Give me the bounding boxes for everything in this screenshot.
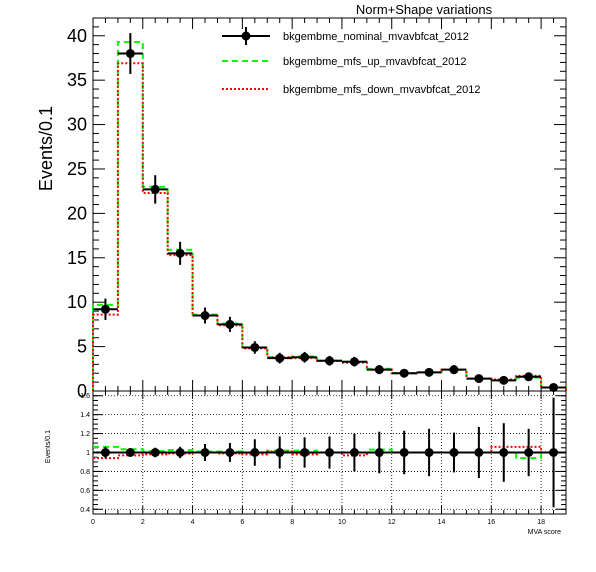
nominal-point bbox=[175, 248, 185, 258]
ratio-nominal-point bbox=[325, 448, 334, 457]
nominal-point bbox=[225, 319, 235, 329]
nominal-point bbox=[150, 184, 160, 194]
ratio-x-tick-label: 18 bbox=[537, 519, 545, 526]
ratio-nominal-point bbox=[374, 448, 384, 457]
nominal-point bbox=[449, 365, 459, 375]
ratio-series-group bbox=[93, 397, 566, 508]
ratio-nominal-point bbox=[349, 448, 359, 457]
main-y-tick-label: 35 bbox=[67, 70, 87, 90]
ratio-y-tick-label: 0.4 bbox=[80, 507, 90, 514]
ratio-x-tick-label: 16 bbox=[487, 519, 495, 526]
ratio-nominal-point bbox=[200, 448, 210, 457]
main-y-tick-label: 10 bbox=[67, 292, 87, 312]
nominal-point bbox=[100, 304, 110, 314]
nominal-point bbox=[399, 368, 409, 378]
ratio-nominal-point bbox=[474, 448, 484, 457]
ratio-x-tick-label: 2 bbox=[141, 519, 145, 526]
legend: bkgembme_nominal_mvavbfcat_2012 bkgembme… bbox=[222, 27, 481, 96]
legend-nominal-label: bkgembme_nominal_mvavbfcat_2012 bbox=[283, 31, 469, 43]
legend-up-label: bkgembme_mfs_up_mvavbfcat_2012 bbox=[283, 56, 466, 68]
ratio-x-tick-label: 8 bbox=[290, 519, 294, 526]
legend-entry-nominal: bkgembme_nominal_mvavbfcat_2012 bbox=[222, 27, 469, 45]
main-y-tick-label: 40 bbox=[67, 26, 87, 46]
main-panel: Norm+Shape variations Events/0.1 0 5 10 15 2… bbox=[36, 2, 567, 401]
main-y-tick-label: 15 bbox=[67, 248, 87, 268]
ratio-y-tick-label: 1 bbox=[86, 450, 90, 457]
nominal-point bbox=[275, 353, 285, 363]
ratio-x-tick-label: 0 bbox=[91, 519, 95, 526]
x-axis-label: MVA score bbox=[528, 529, 561, 536]
ratio-nominal-point bbox=[300, 448, 310, 457]
nominal-point bbox=[200, 311, 210, 321]
ratio-y-tick-label: 1.2 bbox=[80, 431, 90, 438]
ratio-nominal-point bbox=[175, 448, 185, 457]
ratio-x-tick-label: 6 bbox=[240, 519, 244, 526]
main-y-tick-label: 25 bbox=[67, 159, 87, 179]
legend-down-label: bkgembme_mfs_down_mvavbfcat_2012 bbox=[283, 84, 481, 96]
nominal-point bbox=[499, 375, 509, 385]
ratio-y-tick-label: 0.8 bbox=[80, 469, 90, 476]
main-x-axis-ticks bbox=[92, 18, 567, 391]
ratio-nominal-point bbox=[275, 448, 285, 457]
ratio-y-tick-label: 0.6 bbox=[80, 488, 90, 495]
nominal-point bbox=[300, 352, 310, 362]
ratio-y-tick-label: 1.6 bbox=[80, 393, 90, 400]
ratio-nominal-point bbox=[250, 448, 260, 457]
nominal-point bbox=[349, 357, 359, 367]
ratio-nominal-point bbox=[549, 448, 559, 457]
ratio-x-tick-label: 12 bbox=[388, 519, 396, 526]
nominal-point bbox=[524, 372, 534, 382]
main-series-group bbox=[92, 33, 567, 392]
ratio-panel: 0.4 0.6 0.8 1 1.2 1.4 1.6 0 2 4 6 8 10 12 14 16 18 Even… bbox=[45, 390, 567, 536]
ratio-x-tick-label: 14 bbox=[438, 519, 446, 526]
main-y-axis: 0 5 10 15 20 25 30 35 40 bbox=[67, 17, 566, 401]
ratio-y-tick-label: 1.4 bbox=[80, 412, 90, 419]
ratio-x-axis: 0 2 4 6 8 10 12 14 16 18 bbox=[91, 391, 567, 526]
main-y-tick-label: 20 bbox=[67, 203, 87, 223]
ratio-nominal-point bbox=[100, 448, 110, 457]
nominal-point bbox=[250, 342, 260, 352]
ratio-y-axis-label: Events/0.1 bbox=[45, 430, 52, 463]
ratio-nominal-point bbox=[225, 448, 235, 457]
nominal-point bbox=[374, 365, 384, 375]
ratio-down-step bbox=[93, 445, 566, 460]
main-y-tick-label: 30 bbox=[67, 115, 87, 135]
nominal-point bbox=[424, 367, 434, 377]
main-y-tick-label: 0 bbox=[77, 381, 87, 401]
ratio-nominal-point bbox=[125, 448, 135, 457]
ratio-nominal-point bbox=[424, 448, 434, 457]
ratio-x-tick-label: 4 bbox=[191, 519, 195, 526]
main-y-tick-label: 5 bbox=[77, 337, 87, 357]
ratio-x-tick-label: 10 bbox=[338, 519, 346, 526]
ratio-nominal-point bbox=[524, 448, 534, 457]
legend-entry-down: bkgembme_mfs_down_mvavbfcat_2012 bbox=[222, 84, 481, 96]
ratio-nominal-point bbox=[150, 448, 160, 457]
nominal-point bbox=[125, 49, 135, 59]
legend-nominal-marker bbox=[241, 31, 251, 41]
chart-title: Norm+Shape variations bbox=[356, 2, 493, 17]
legend-entry-up: bkgembme_mfs_up_mvavbfcat_2012 bbox=[222, 56, 466, 68]
nominal-point bbox=[474, 374, 484, 384]
nominal-point bbox=[549, 382, 559, 392]
ratio-nominal-point bbox=[449, 448, 459, 457]
ratio-nominal-point bbox=[399, 448, 409, 457]
ratio-nominal-point bbox=[499, 448, 509, 457]
y-axis-label: Events/0.1 bbox=[36, 106, 56, 191]
nominal-point bbox=[325, 356, 334, 366]
